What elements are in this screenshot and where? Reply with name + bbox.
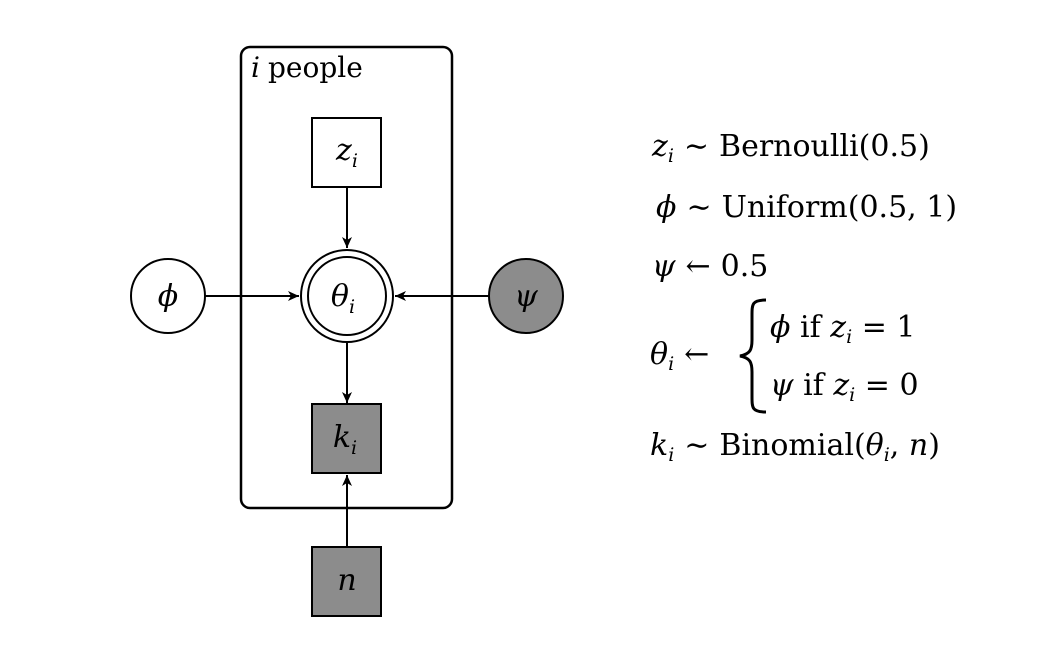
node-psi: ψ	[488, 258, 564, 334]
plate-label: i people	[251, 51, 363, 84]
svg-text:n: n	[337, 563, 356, 598]
equation-z: zi ∼ Bernoulli(0.5)	[652, 129, 930, 167]
equation-phi: ϕ ∼ Uniform(0.5, 1)	[656, 190, 958, 225]
node-z: zi	[311, 117, 382, 188]
equation-theta-lhs: θi ←	[650, 337, 710, 375]
svg-text:zi: zi	[335, 133, 358, 172]
svg-text:ki: ki	[333, 420, 357, 459]
equation-theta-case-2: ψ if zi = 0	[770, 368, 919, 406]
node-k: ki	[311, 403, 382, 474]
node-n: n	[311, 546, 382, 617]
node-theta: θi	[300, 249, 394, 343]
svg-text:θi: θi	[331, 279, 355, 318]
equation-theta-case-1: ϕ if zi = 1	[770, 310, 916, 348]
svg-text:ϕ: ϕ	[158, 279, 178, 314]
cases-brace	[739, 298, 767, 414]
svg-text:ψ: ψ	[514, 279, 538, 314]
equation-psi: ψ ← 0.5	[652, 249, 769, 284]
node-phi: ϕ	[130, 258, 206, 334]
equation-k: ki ∼ Binomial(θi, n)	[650, 428, 940, 466]
